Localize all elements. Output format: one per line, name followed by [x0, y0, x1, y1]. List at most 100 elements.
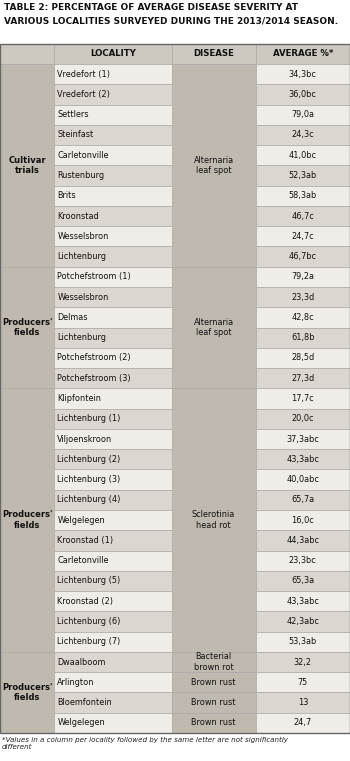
- Bar: [54, 307, 172, 327]
- Text: 43,3abc: 43,3abc: [286, 455, 319, 463]
- Text: Welgelegen: Welgelegen: [57, 718, 105, 728]
- Bar: [54, 348, 172, 368]
- Bar: [256, 713, 350, 733]
- Bar: [54, 611, 172, 632]
- Bar: [0, 44, 54, 64]
- Bar: [256, 44, 350, 64]
- Text: 24,7c: 24,7c: [292, 232, 314, 240]
- Text: 24,7: 24,7: [294, 718, 312, 728]
- Bar: [256, 652, 350, 672]
- Text: Brown rust: Brown rust: [191, 718, 236, 728]
- Text: Lichtenburg (4): Lichtenburg (4): [57, 495, 121, 505]
- Text: Potchefstroom (1): Potchefstroom (1): [57, 272, 131, 282]
- Text: 79,0a: 79,0a: [291, 110, 314, 119]
- Text: 16,0c: 16,0c: [291, 516, 314, 524]
- Bar: [172, 652, 256, 672]
- Text: Lichtenburg: Lichtenburg: [57, 333, 106, 342]
- Text: 32,2: 32,2: [294, 658, 312, 667]
- Bar: [54, 449, 172, 470]
- Bar: [256, 530, 350, 550]
- Bar: [54, 470, 172, 490]
- Bar: [54, 368, 172, 388]
- Bar: [256, 409, 350, 429]
- Text: Alternaria
leaf spot: Alternaria leaf spot: [194, 156, 233, 175]
- Bar: [54, 530, 172, 550]
- Bar: [256, 327, 350, 348]
- Bar: [54, 490, 172, 510]
- Bar: [54, 104, 172, 125]
- Bar: [54, 409, 172, 429]
- Text: Producers'
fields: Producers' fields: [2, 511, 52, 530]
- Text: Lichtenburg (5): Lichtenburg (5): [57, 576, 120, 585]
- Text: 34,3bc: 34,3bc: [289, 70, 317, 78]
- Text: Brown rust: Brown rust: [191, 678, 236, 687]
- Text: 23,3bc: 23,3bc: [289, 556, 317, 565]
- Text: 17,7c: 17,7c: [292, 394, 314, 403]
- Text: Arlington: Arlington: [57, 678, 95, 687]
- Bar: [256, 591, 350, 611]
- Text: 20,0c: 20,0c: [292, 414, 314, 423]
- Text: 27,3d: 27,3d: [291, 374, 314, 383]
- Text: 61,8b: 61,8b: [291, 333, 315, 342]
- Bar: [256, 550, 350, 571]
- Text: Klipfontein: Klipfontein: [57, 394, 101, 403]
- Bar: [0, 64, 54, 266]
- Bar: [256, 125, 350, 145]
- Text: Kroonstad (1): Kroonstad (1): [57, 536, 113, 545]
- Text: Lichtenburg: Lichtenburg: [57, 252, 106, 261]
- Bar: [54, 672, 172, 693]
- Bar: [54, 510, 172, 530]
- Text: 53,3ab: 53,3ab: [289, 637, 317, 646]
- Text: Kroonstad (2): Kroonstad (2): [57, 597, 113, 606]
- Bar: [54, 429, 172, 449]
- Bar: [256, 266, 350, 287]
- Text: Wesselsbron: Wesselsbron: [57, 232, 108, 240]
- Bar: [256, 206, 350, 226]
- Bar: [54, 713, 172, 733]
- Bar: [256, 571, 350, 591]
- Text: 46,7c: 46,7c: [291, 212, 314, 221]
- Text: 58,3ab: 58,3ab: [289, 191, 317, 200]
- Bar: [256, 165, 350, 186]
- Bar: [256, 672, 350, 693]
- Text: Viljoenskroon: Viljoenskroon: [57, 435, 112, 444]
- Bar: [54, 247, 172, 266]
- Bar: [172, 693, 256, 713]
- Bar: [172, 388, 256, 652]
- Text: LOCALITY: LOCALITY: [90, 49, 136, 59]
- Bar: [256, 470, 350, 490]
- Bar: [54, 632, 172, 652]
- Bar: [256, 226, 350, 247]
- Text: 43,3abc: 43,3abc: [286, 597, 319, 606]
- Bar: [54, 266, 172, 287]
- Bar: [256, 693, 350, 713]
- Bar: [172, 713, 256, 733]
- Text: Settlers: Settlers: [57, 110, 89, 119]
- Bar: [54, 571, 172, 591]
- Bar: [54, 64, 172, 84]
- Bar: [256, 368, 350, 388]
- Bar: [256, 490, 350, 510]
- Text: Lichtenburg (2): Lichtenburg (2): [57, 455, 120, 463]
- Bar: [256, 145, 350, 165]
- Text: Vredefort (1): Vredefort (1): [57, 70, 110, 78]
- Bar: [0, 388, 54, 652]
- Text: 23,3d: 23,3d: [291, 293, 314, 301]
- Bar: [256, 287, 350, 307]
- Text: Lichtenburg (6): Lichtenburg (6): [57, 617, 121, 626]
- Text: Cultivar
trials: Cultivar trials: [8, 156, 46, 175]
- Text: Producers'
fields: Producers' fields: [2, 683, 52, 702]
- Bar: [172, 672, 256, 693]
- Bar: [54, 327, 172, 348]
- Bar: [256, 186, 350, 206]
- Text: *Values in a column per locality followed by the same letter are not significant: *Values in a column per locality followe…: [2, 737, 288, 750]
- Bar: [0, 266, 54, 388]
- Text: Brown rust: Brown rust: [191, 698, 236, 707]
- Text: Lichtenburg (1): Lichtenburg (1): [57, 414, 121, 423]
- Bar: [54, 287, 172, 307]
- Bar: [54, 591, 172, 611]
- Bar: [256, 307, 350, 327]
- Bar: [256, 84, 350, 104]
- Bar: [172, 44, 256, 64]
- Bar: [54, 206, 172, 226]
